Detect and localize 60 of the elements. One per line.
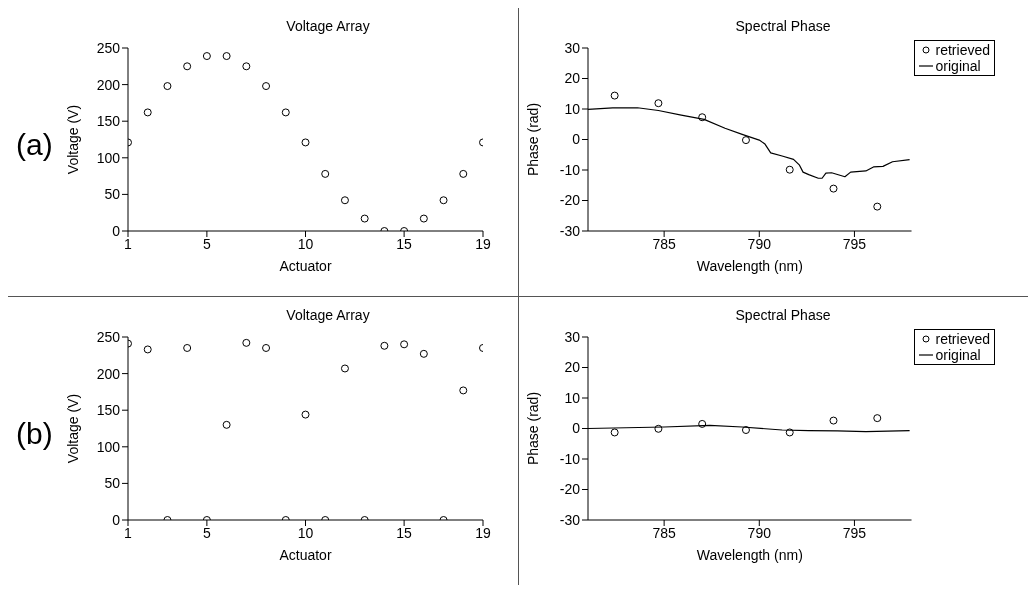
x-tick-label: 5 bbox=[202, 235, 211, 252]
legend-label: original bbox=[935, 58, 981, 74]
chart-title: Spectral Phase bbox=[734, 18, 832, 34]
text: (a) bbox=[16, 128, 53, 162]
x-tick-label: 785 bbox=[652, 524, 677, 541]
x-tick-label: 1 bbox=[124, 524, 133, 541]
x-tick-label: 10 bbox=[297, 524, 314, 541]
y-tick-label: 50 bbox=[104, 186, 121, 203]
y-tick-label: 0 bbox=[572, 420, 581, 437]
x-tick-label: 795 bbox=[842, 524, 867, 541]
x-tick-label: 1 bbox=[124, 235, 133, 252]
y-tick-label: 10 bbox=[564, 389, 581, 406]
y-tick-label: 150 bbox=[96, 113, 121, 130]
y-tick-label: 250 bbox=[96, 39, 121, 56]
x-tick-label: 19 bbox=[475, 524, 491, 541]
y-tick-label: 100 bbox=[96, 438, 121, 455]
text: (b) bbox=[16, 417, 53, 451]
y-tick-label: -10 bbox=[559, 161, 581, 178]
y-tick-label: 30 bbox=[564, 39, 581, 56]
y-tick-label: 50 bbox=[104, 475, 121, 492]
chart-title: Voltage Array bbox=[285, 307, 371, 323]
y-axis-title: Phase (rad) bbox=[524, 102, 541, 177]
x-axis-title: Actuator bbox=[279, 547, 332, 563]
y-tick-label: 200 bbox=[96, 76, 121, 93]
y-tick-label: -20 bbox=[559, 481, 581, 498]
x-tick-label: 19 bbox=[475, 235, 491, 252]
y-tick-label: 0 bbox=[572, 131, 581, 148]
x-axis-title: Actuator bbox=[279, 258, 332, 274]
legend-label: retrieved bbox=[935, 331, 990, 347]
y-axis-title: Phase (rad) bbox=[524, 391, 541, 466]
legend-label: original bbox=[935, 347, 981, 363]
x-tick-label: 5 bbox=[202, 524, 211, 541]
y-tick-label: 100 bbox=[96, 149, 121, 166]
y-axis-title: Voltage (V) bbox=[64, 393, 81, 464]
chart-title: Spectral Phase bbox=[734, 307, 832, 323]
y-tick-label: 250 bbox=[96, 328, 121, 345]
chart-title: Voltage Array bbox=[285, 18, 371, 34]
y-tick-label: -30 bbox=[559, 222, 581, 239]
y-tick-label: 150 bbox=[96, 402, 121, 419]
x-tick-label: 15 bbox=[396, 235, 413, 252]
y-tick-label: -20 bbox=[559, 192, 581, 209]
x-tick-label: 10 bbox=[297, 235, 314, 252]
x-axis-title: Wavelength (nm) bbox=[696, 258, 803, 274]
y-tick-label: 0 bbox=[112, 222, 121, 239]
y-tick-label: -30 bbox=[559, 511, 581, 528]
y-axis-title: Voltage (V) bbox=[64, 104, 81, 175]
y-tick-label: 20 bbox=[564, 70, 581, 87]
x-tick-label: 790 bbox=[747, 524, 772, 541]
x-tick-label: 15 bbox=[396, 524, 413, 541]
legend-label: retrieved bbox=[935, 42, 990, 58]
y-tick-label: 200 bbox=[96, 365, 121, 382]
x-tick-label: 790 bbox=[747, 235, 772, 252]
y-tick-label: 0 bbox=[112, 511, 121, 528]
y-tick-label: -10 bbox=[559, 450, 581, 467]
x-axis-title: Wavelength (nm) bbox=[696, 547, 803, 563]
x-tick-label: 785 bbox=[652, 235, 677, 252]
y-tick-label: 30 bbox=[564, 328, 581, 345]
x-tick-label: 795 bbox=[842, 235, 867, 252]
y-tick-label: 10 bbox=[564, 100, 581, 117]
y-tick-label: 20 bbox=[564, 359, 581, 376]
